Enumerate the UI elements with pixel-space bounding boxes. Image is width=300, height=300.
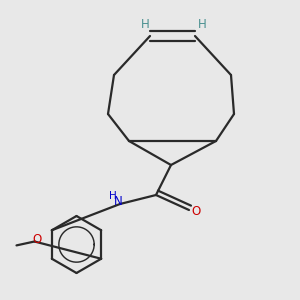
Text: O: O	[32, 232, 41, 246]
Text: H: H	[109, 190, 116, 201]
Text: O: O	[192, 205, 201, 218]
Text: H: H	[198, 17, 207, 31]
Text: N: N	[114, 195, 123, 208]
Text: H: H	[141, 17, 150, 31]
